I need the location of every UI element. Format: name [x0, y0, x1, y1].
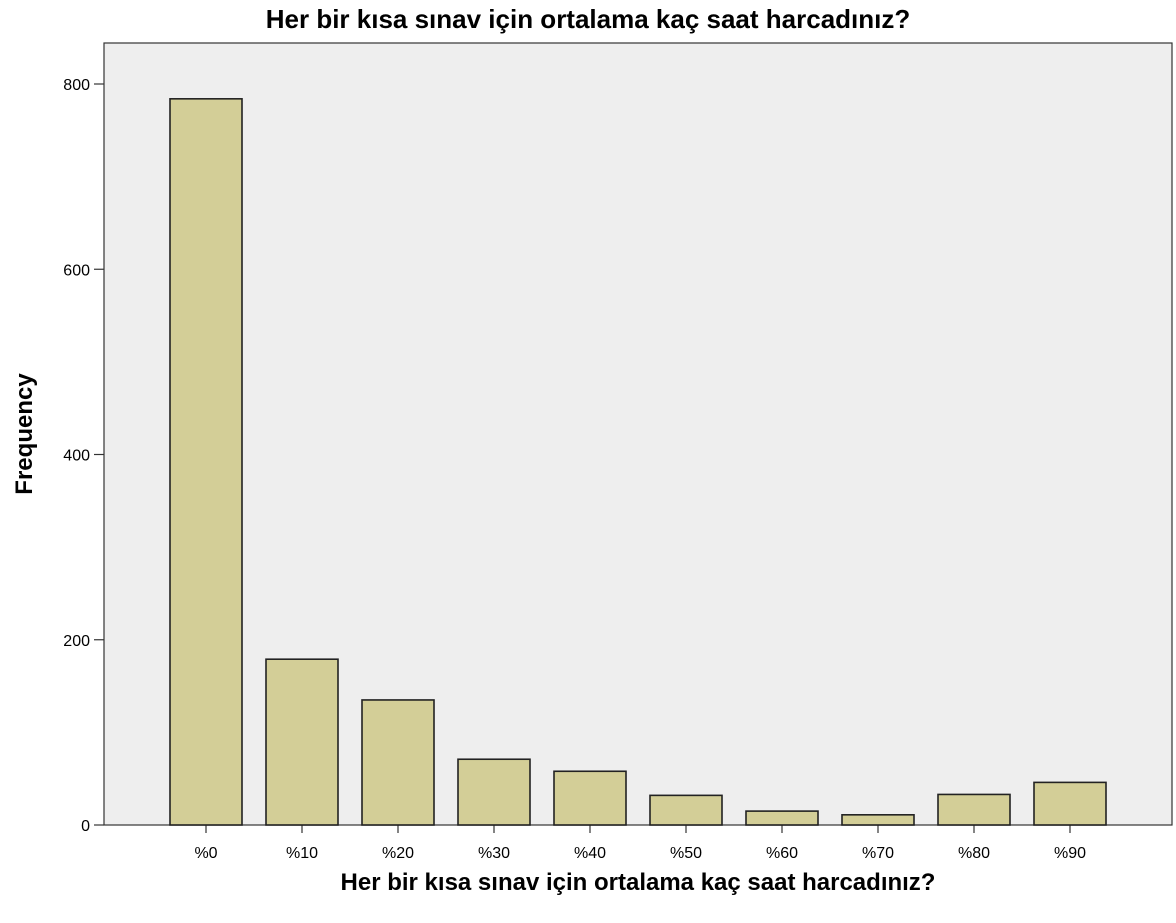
x-tick-label: %80	[958, 845, 990, 862]
bar-pct-0	[169, 98, 243, 826]
bar-pct-50	[649, 794, 723, 826]
x-tick-label: %50	[670, 845, 702, 862]
y-tick-label: 400	[63, 448, 90, 465]
y-tick-label: 0	[81, 818, 90, 835]
x-tick-label: %10	[286, 845, 318, 862]
bar-pct-80	[937, 793, 1011, 826]
bars-group	[169, 98, 1107, 826]
x-tick-label: %30	[478, 845, 510, 862]
plot-area	[103, 42, 1173, 826]
bar-pct-20	[361, 699, 435, 826]
bar-pct-90	[1033, 781, 1107, 826]
x-axis-label: Her bir kısa sınav için ortalama kaç saa…	[341, 869, 936, 896]
y-tick-label: 800	[63, 77, 90, 94]
x-tick-label: %60	[766, 845, 798, 862]
x-tick-label: %0	[194, 845, 217, 862]
y-tick-label: 600	[63, 262, 90, 279]
bar-pct-30	[457, 758, 531, 826]
bar-pct-60	[745, 810, 819, 826]
bar-pct-40	[553, 770, 627, 826]
y-axis: 0 200 400 600 800	[63, 77, 104, 835]
chart-title: Her bir kısa sınav için ortalama kaç saa…	[266, 4, 911, 34]
bar-pct-70	[841, 814, 915, 826]
x-tick-label: %70	[862, 845, 894, 862]
y-tick-label: 200	[63, 633, 90, 650]
x-tick-label: %40	[574, 845, 606, 862]
y-axis-label: Frequency	[11, 373, 38, 495]
bar-pct-10	[265, 658, 339, 826]
x-tick-label: %20	[382, 845, 414, 862]
x-tick-label: %90	[1054, 845, 1086, 862]
x-axis: %0 %10 %20 %30 %40 %50 %60 %70 %80 %90	[194, 825, 1086, 862]
